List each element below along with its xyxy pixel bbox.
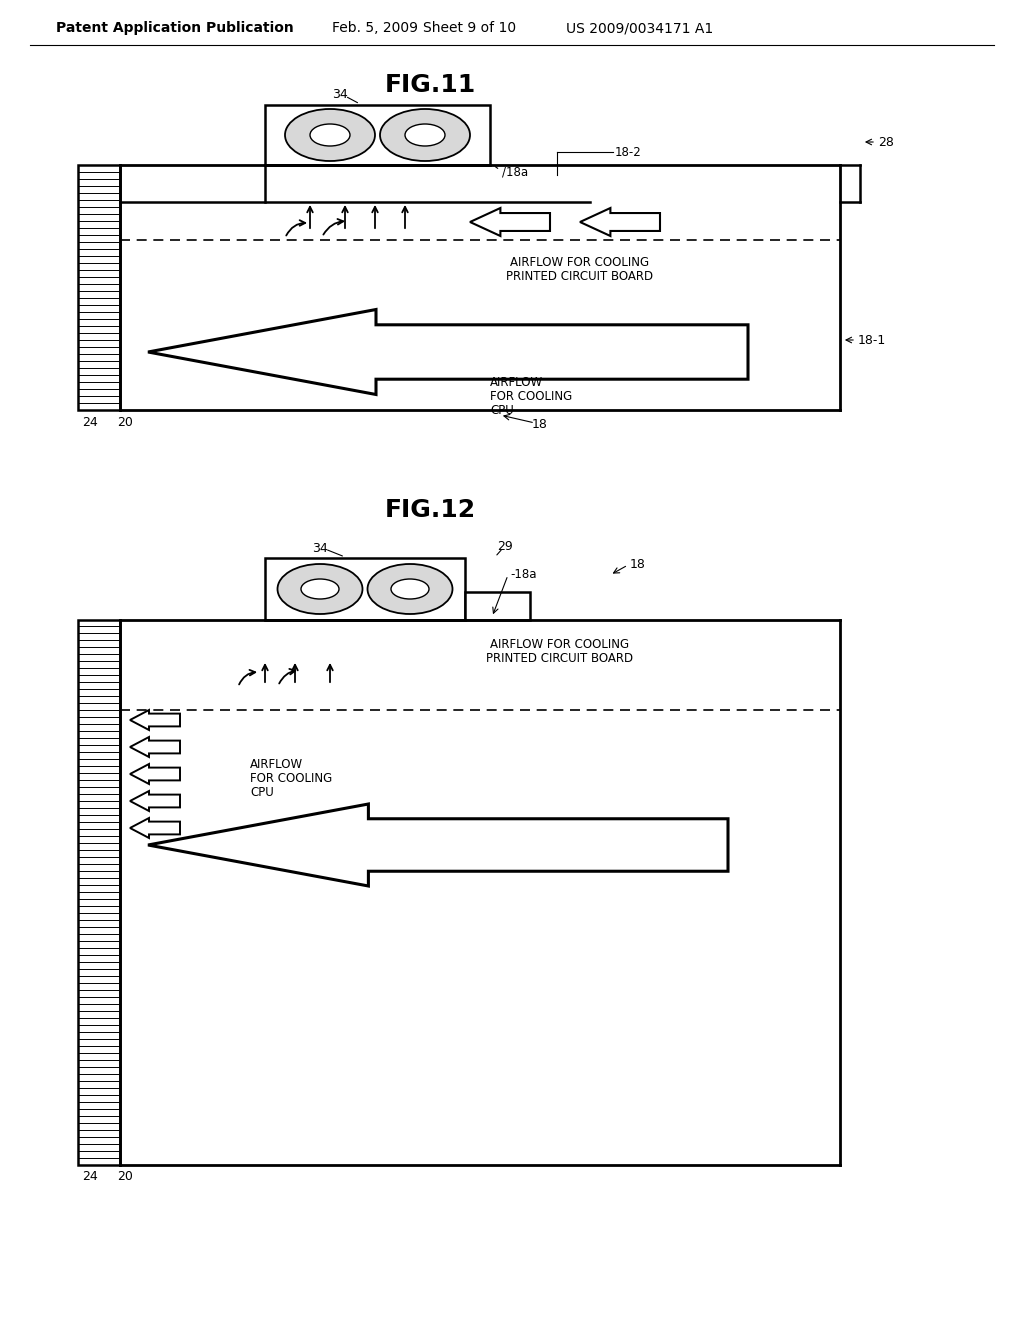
Polygon shape <box>148 309 748 395</box>
Text: 34: 34 <box>332 88 348 102</box>
Ellipse shape <box>391 579 429 599</box>
Text: Feb. 5, 2009: Feb. 5, 2009 <box>332 21 418 36</box>
Text: 34: 34 <box>312 541 328 554</box>
Bar <box>78 620 120 1166</box>
Text: 18-2: 18-2 <box>615 145 642 158</box>
Polygon shape <box>580 209 660 236</box>
Text: PRINTED CIRCUIT BOARD: PRINTED CIRCUIT BOARD <box>507 269 653 282</box>
Text: -18a: -18a <box>510 569 537 582</box>
Text: 28: 28 <box>878 136 894 149</box>
Text: 18: 18 <box>532 417 548 430</box>
Text: 20: 20 <box>117 416 133 429</box>
Text: AIRFLOW: AIRFLOW <box>250 759 303 771</box>
Polygon shape <box>130 818 180 838</box>
Text: 29: 29 <box>497 540 513 553</box>
Bar <box>78 165 120 411</box>
Text: Sheet 9 of 10: Sheet 9 of 10 <box>424 21 516 36</box>
Text: FIG.11: FIG.11 <box>384 73 475 96</box>
Text: AIRFLOW FOR COOLING: AIRFLOW FOR COOLING <box>490 639 630 652</box>
Ellipse shape <box>310 124 350 147</box>
Polygon shape <box>130 737 180 756</box>
Text: AIRFLOW: AIRFLOW <box>490 375 543 388</box>
Ellipse shape <box>380 110 470 161</box>
Text: Patent Application Publication: Patent Application Publication <box>56 21 294 36</box>
Ellipse shape <box>406 124 445 147</box>
Text: 24: 24 <box>82 416 98 429</box>
Text: CPU: CPU <box>490 404 514 417</box>
Polygon shape <box>130 791 180 810</box>
Ellipse shape <box>368 564 453 614</box>
Text: 24: 24 <box>82 1171 98 1184</box>
Polygon shape <box>130 764 180 784</box>
Text: 20: 20 <box>117 1171 133 1184</box>
Bar <box>465 591 530 620</box>
Polygon shape <box>130 710 180 730</box>
Ellipse shape <box>278 564 362 614</box>
Text: AIRFLOW FOR COOLING: AIRFLOW FOR COOLING <box>510 256 649 268</box>
Text: FIG.12: FIG.12 <box>384 498 475 521</box>
Text: CPU: CPU <box>250 787 273 800</box>
Text: PRINTED CIRCUIT BOARD: PRINTED CIRCUIT BOARD <box>486 652 634 665</box>
Polygon shape <box>148 804 728 886</box>
Ellipse shape <box>301 579 339 599</box>
Ellipse shape <box>285 110 375 161</box>
Text: FOR COOLING: FOR COOLING <box>490 389 572 403</box>
Polygon shape <box>470 209 550 236</box>
Text: 18-1: 18-1 <box>858 334 886 346</box>
Text: /18a: /18a <box>502 165 528 178</box>
Bar <box>265 558 465 620</box>
Text: US 2009/0034171 A1: US 2009/0034171 A1 <box>566 21 714 36</box>
Bar <box>265 106 490 165</box>
Text: 18: 18 <box>630 558 646 572</box>
Text: FOR COOLING: FOR COOLING <box>250 772 332 785</box>
